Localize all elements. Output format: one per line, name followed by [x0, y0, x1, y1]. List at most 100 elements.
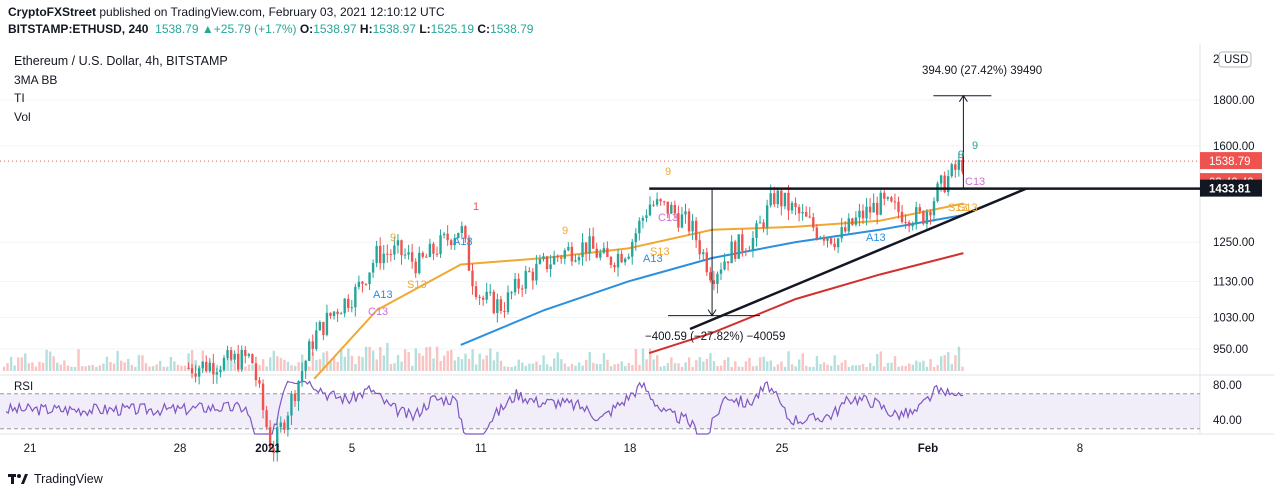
volume-bar	[652, 359, 655, 371]
candle-body	[577, 257, 581, 261]
time-tick-label: 21	[24, 443, 37, 455]
candle-body	[719, 269, 723, 274]
volume-bar	[542, 355, 545, 371]
candle-body	[460, 226, 464, 233]
candle-body	[929, 211, 932, 216]
volume-bar	[357, 356, 361, 371]
volume-bar	[506, 366, 510, 371]
candle-body	[875, 202, 879, 215]
drawings[interactable]: −400.59 (−27.82%) −40059 394.90 (27.42%) …	[645, 65, 1200, 343]
volume-bar	[609, 366, 613, 371]
candle-body	[492, 291, 495, 314]
candle-body	[893, 201, 897, 203]
volume-bar	[851, 365, 854, 371]
candle-body	[939, 175, 943, 184]
volume-bar	[538, 364, 542, 371]
volume-bar	[226, 358, 229, 371]
volume-bar	[705, 359, 709, 371]
volume-bar	[340, 349, 343, 371]
volume-bar	[258, 364, 261, 371]
volume-bar	[570, 363, 574, 371]
volume-bar	[95, 366, 98, 371]
volume-bar	[251, 364, 254, 371]
candle-body	[276, 427, 279, 454]
candle-body	[268, 427, 272, 449]
volume-bar	[137, 355, 141, 371]
volume-bar	[741, 366, 744, 371]
legend-indicator-vol[interactable]: Vol	[14, 109, 31, 124]
candle-body	[790, 202, 794, 211]
volume-bar	[318, 359, 322, 371]
candle-body	[535, 263, 538, 281]
grid	[0, 44, 1274, 435]
candle-body	[350, 307, 353, 309]
volume-bar	[819, 364, 822, 371]
candle-body	[318, 321, 322, 331]
candle-body	[883, 192, 886, 199]
price-chart[interactable]: 40.00 80.00 RSI −400.59 (−27.82%) −40059 39…	[0, 0, 1274, 470]
volume-bar	[396, 354, 400, 371]
footer-brand[interactable]: TradingView	[34, 472, 103, 486]
volume-bar	[670, 357, 673, 371]
legend-indicator-ti[interactable]: TI	[14, 91, 25, 105]
td-label: A13	[453, 236, 473, 248]
price-tick-label-top: 2	[1213, 54, 1219, 66]
candle-body	[457, 232, 460, 238]
candle-body	[226, 350, 229, 358]
time-tick-label: Feb	[918, 443, 938, 455]
price-axis[interactable]: 950.00 1030.00 1130.00 1250.00 1600.00 1800.0…	[0, 51, 1262, 356]
volume-bar	[595, 363, 599, 371]
volume-bar	[829, 365, 833, 371]
candle-body	[961, 160, 964, 172]
volume-bar	[734, 361, 737, 371]
candle-body	[584, 242, 588, 254]
price-tick-label: 1130.00	[1213, 276, 1254, 288]
volume-bar	[865, 366, 868, 371]
legend-title[interactable]: Ethereum / U.S. Dollar, 4h, BITSTAMP	[14, 54, 228, 68]
candle-body	[506, 292, 510, 312]
volume-bar	[872, 365, 875, 371]
volume-bar	[56, 362, 59, 371]
volume-bar	[531, 363, 535, 371]
time-tick-label: 18	[624, 443, 637, 455]
candle-body	[325, 312, 329, 335]
volume-bar	[932, 366, 936, 371]
volume-bar	[798, 359, 801, 371]
candle-body	[531, 271, 535, 281]
volume-bar	[847, 366, 851, 371]
candle-body	[322, 321, 325, 335]
candle-body	[950, 164, 953, 177]
volume-bar	[41, 362, 45, 371]
volume-bar	[379, 346, 382, 371]
volume-bar	[716, 366, 719, 371]
volume-bar	[151, 366, 155, 371]
candle-body	[599, 252, 602, 258]
volume-bar	[372, 350, 375, 371]
price-tick-label: 950.00	[1213, 344, 1248, 356]
candle-body	[513, 278, 517, 293]
candle-body	[623, 258, 627, 263]
price-tick-label: 1600.00	[1213, 141, 1255, 153]
candle-body	[421, 252, 424, 257]
time-axis[interactable]: 21 28 2021 5 11 18 25 Feb 8	[24, 443, 1084, 455]
legend-indicator-ma[interactable]: 3MA BB	[14, 72, 58, 87]
volume-bar	[787, 351, 790, 371]
last-price-badge	[1200, 152, 1262, 170]
volume-bar	[904, 366, 907, 371]
volume-bar	[680, 366, 684, 371]
candle-body	[847, 218, 850, 232]
price-change: +25.79 (+1.7%)	[213, 22, 297, 36]
volume-bar	[790, 364, 794, 371]
candle-body	[801, 212, 804, 214]
rsi-line	[5, 380, 963, 435]
volume-bar	[585, 360, 588, 371]
candle-body	[609, 256, 613, 266]
candle-body	[900, 211, 904, 223]
volume-bar	[702, 361, 705, 371]
volume-bar	[389, 364, 393, 371]
candle-body	[634, 233, 637, 242]
candle-body	[705, 252, 708, 273]
volume-bar	[375, 359, 378, 371]
publisher-name[interactable]: CryptoFXStreet	[8, 5, 97, 19]
